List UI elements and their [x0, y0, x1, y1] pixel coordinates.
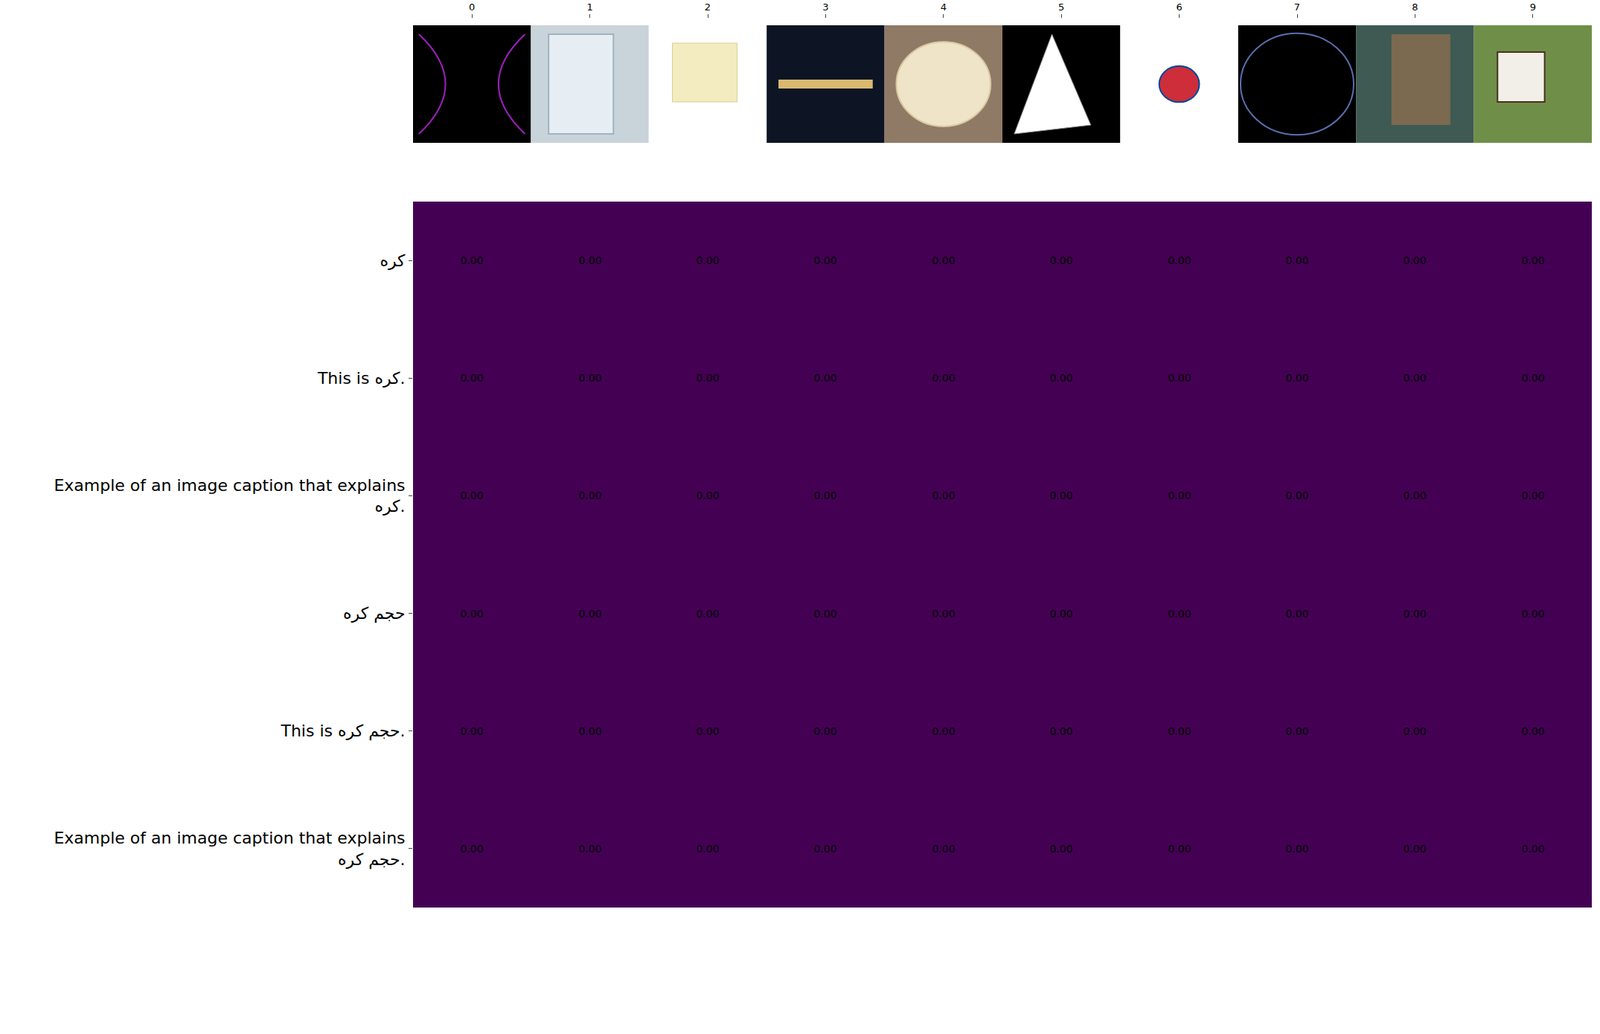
svg-text:0.00: 0.00: [1167, 489, 1191, 502]
svg-text:0.00: 0.00: [459, 608, 483, 620]
svg-text:0.00: 0.00: [931, 843, 955, 856]
svg-text:This is حجم کره.: This is حجم کره.: [279, 721, 405, 742]
svg-text:0.00: 0.00: [813, 725, 837, 738]
svg-text:0.00: 0.00: [813, 254, 837, 267]
svg-text:0.00: 0.00: [1521, 372, 1545, 384]
svg-text:0.00: 0.00: [1167, 254, 1191, 267]
svg-text:0.00: 0.00: [695, 725, 719, 738]
svg-text:This is کره.: This is کره.: [317, 369, 406, 388]
svg-text:3: 3: [822, 1, 829, 13]
svg-text:0.00: 0.00: [931, 372, 955, 384]
svg-text:0.00: 0.00: [1402, 608, 1426, 620]
svg-text:8: 8: [1411, 1, 1418, 13]
svg-text:0.00: 0.00: [1285, 608, 1309, 620]
svg-text:0.00: 0.00: [1049, 254, 1073, 267]
svg-text:0.00: 0.00: [695, 843, 719, 856]
svg-text:Example of an image caption th: Example of an image caption that explain…: [53, 476, 405, 517]
svg-text:0.00: 0.00: [1167, 608, 1191, 620]
svg-text:0.00: 0.00: [813, 372, 837, 384]
svg-text:0.00: 0.00: [459, 372, 483, 384]
svg-text:0.00: 0.00: [1049, 608, 1073, 620]
svg-text:0.00: 0.00: [1049, 725, 1073, 738]
svg-text:0.00: 0.00: [1167, 843, 1191, 856]
svg-text:0.00: 0.00: [813, 843, 837, 856]
svg-text:2: 2: [704, 1, 711, 13]
svg-text:0.00: 0.00: [578, 254, 602, 267]
svg-text:0.00: 0.00: [1521, 489, 1545, 502]
svg-text:0.00: 0.00: [1049, 843, 1073, 856]
svg-text:0.00: 0.00: [1167, 372, 1191, 384]
svg-text:0.00: 0.00: [813, 489, 837, 502]
svg-text:0.00: 0.00: [931, 725, 955, 738]
svg-text:0.00: 0.00: [1521, 725, 1545, 738]
svg-text:0.00: 0.00: [459, 254, 483, 267]
svg-text:0.00: 0.00: [931, 489, 955, 502]
svg-text:حجم کره: حجم کره: [343, 604, 406, 624]
svg-text:0.00: 0.00: [1049, 489, 1073, 502]
svg-text:0.00: 0.00: [578, 372, 602, 384]
svg-text:4: 4: [940, 1, 947, 13]
svg-text:0: 0: [468, 1, 475, 13]
svg-text:0.00: 0.00: [459, 843, 483, 856]
svg-text:0.00: 0.00: [695, 608, 719, 620]
svg-text:0.00: 0.00: [578, 725, 602, 738]
svg-text:6: 6: [1175, 1, 1182, 13]
svg-text:0.00: 0.00: [578, 843, 602, 856]
svg-text:0.00: 0.00: [1285, 489, 1309, 502]
svg-text:0.00: 0.00: [1402, 843, 1426, 856]
svg-text:0.00: 0.00: [1285, 843, 1309, 856]
svg-text:9: 9: [1530, 1, 1536, 13]
svg-text:0.00: 0.00: [1521, 843, 1545, 856]
svg-text:0.00: 0.00: [1285, 725, 1309, 738]
svg-text:0.00: 0.00: [1285, 372, 1309, 384]
svg-text:0.00: 0.00: [578, 489, 602, 502]
svg-text:0.00: 0.00: [578, 608, 602, 620]
svg-text:کره: کره: [379, 251, 406, 271]
svg-text:0.00: 0.00: [1402, 489, 1426, 502]
svg-text:0.00: 0.00: [813, 608, 837, 620]
svg-text:0.00: 0.00: [1049, 372, 1073, 384]
svg-text:0.00: 0.00: [1521, 608, 1545, 620]
svg-text:1: 1: [586, 1, 593, 13]
svg-text:0.00: 0.00: [1521, 254, 1545, 267]
svg-text:0.00: 0.00: [1402, 725, 1426, 738]
svg-text:0.00: 0.00: [931, 608, 955, 620]
svg-text:0.00: 0.00: [1402, 372, 1426, 384]
svg-text:0.00: 0.00: [1402, 254, 1426, 267]
svg-text:7: 7: [1294, 1, 1301, 13]
svg-text:0.00: 0.00: [695, 489, 719, 502]
svg-text:0.00: 0.00: [1285, 254, 1309, 267]
svg-text:0.00: 0.00: [459, 489, 483, 502]
svg-text:5: 5: [1058, 1, 1065, 13]
svg-text:0.00: 0.00: [1167, 725, 1191, 738]
svg-text:0.00: 0.00: [931, 254, 955, 267]
svg-text:Example of an image caption th: Example of an image caption that explain…: [53, 829, 405, 870]
svg-text:0.00: 0.00: [459, 725, 483, 738]
svg-text:0.00: 0.00: [695, 372, 719, 384]
svg-text:0.00: 0.00: [695, 254, 719, 267]
